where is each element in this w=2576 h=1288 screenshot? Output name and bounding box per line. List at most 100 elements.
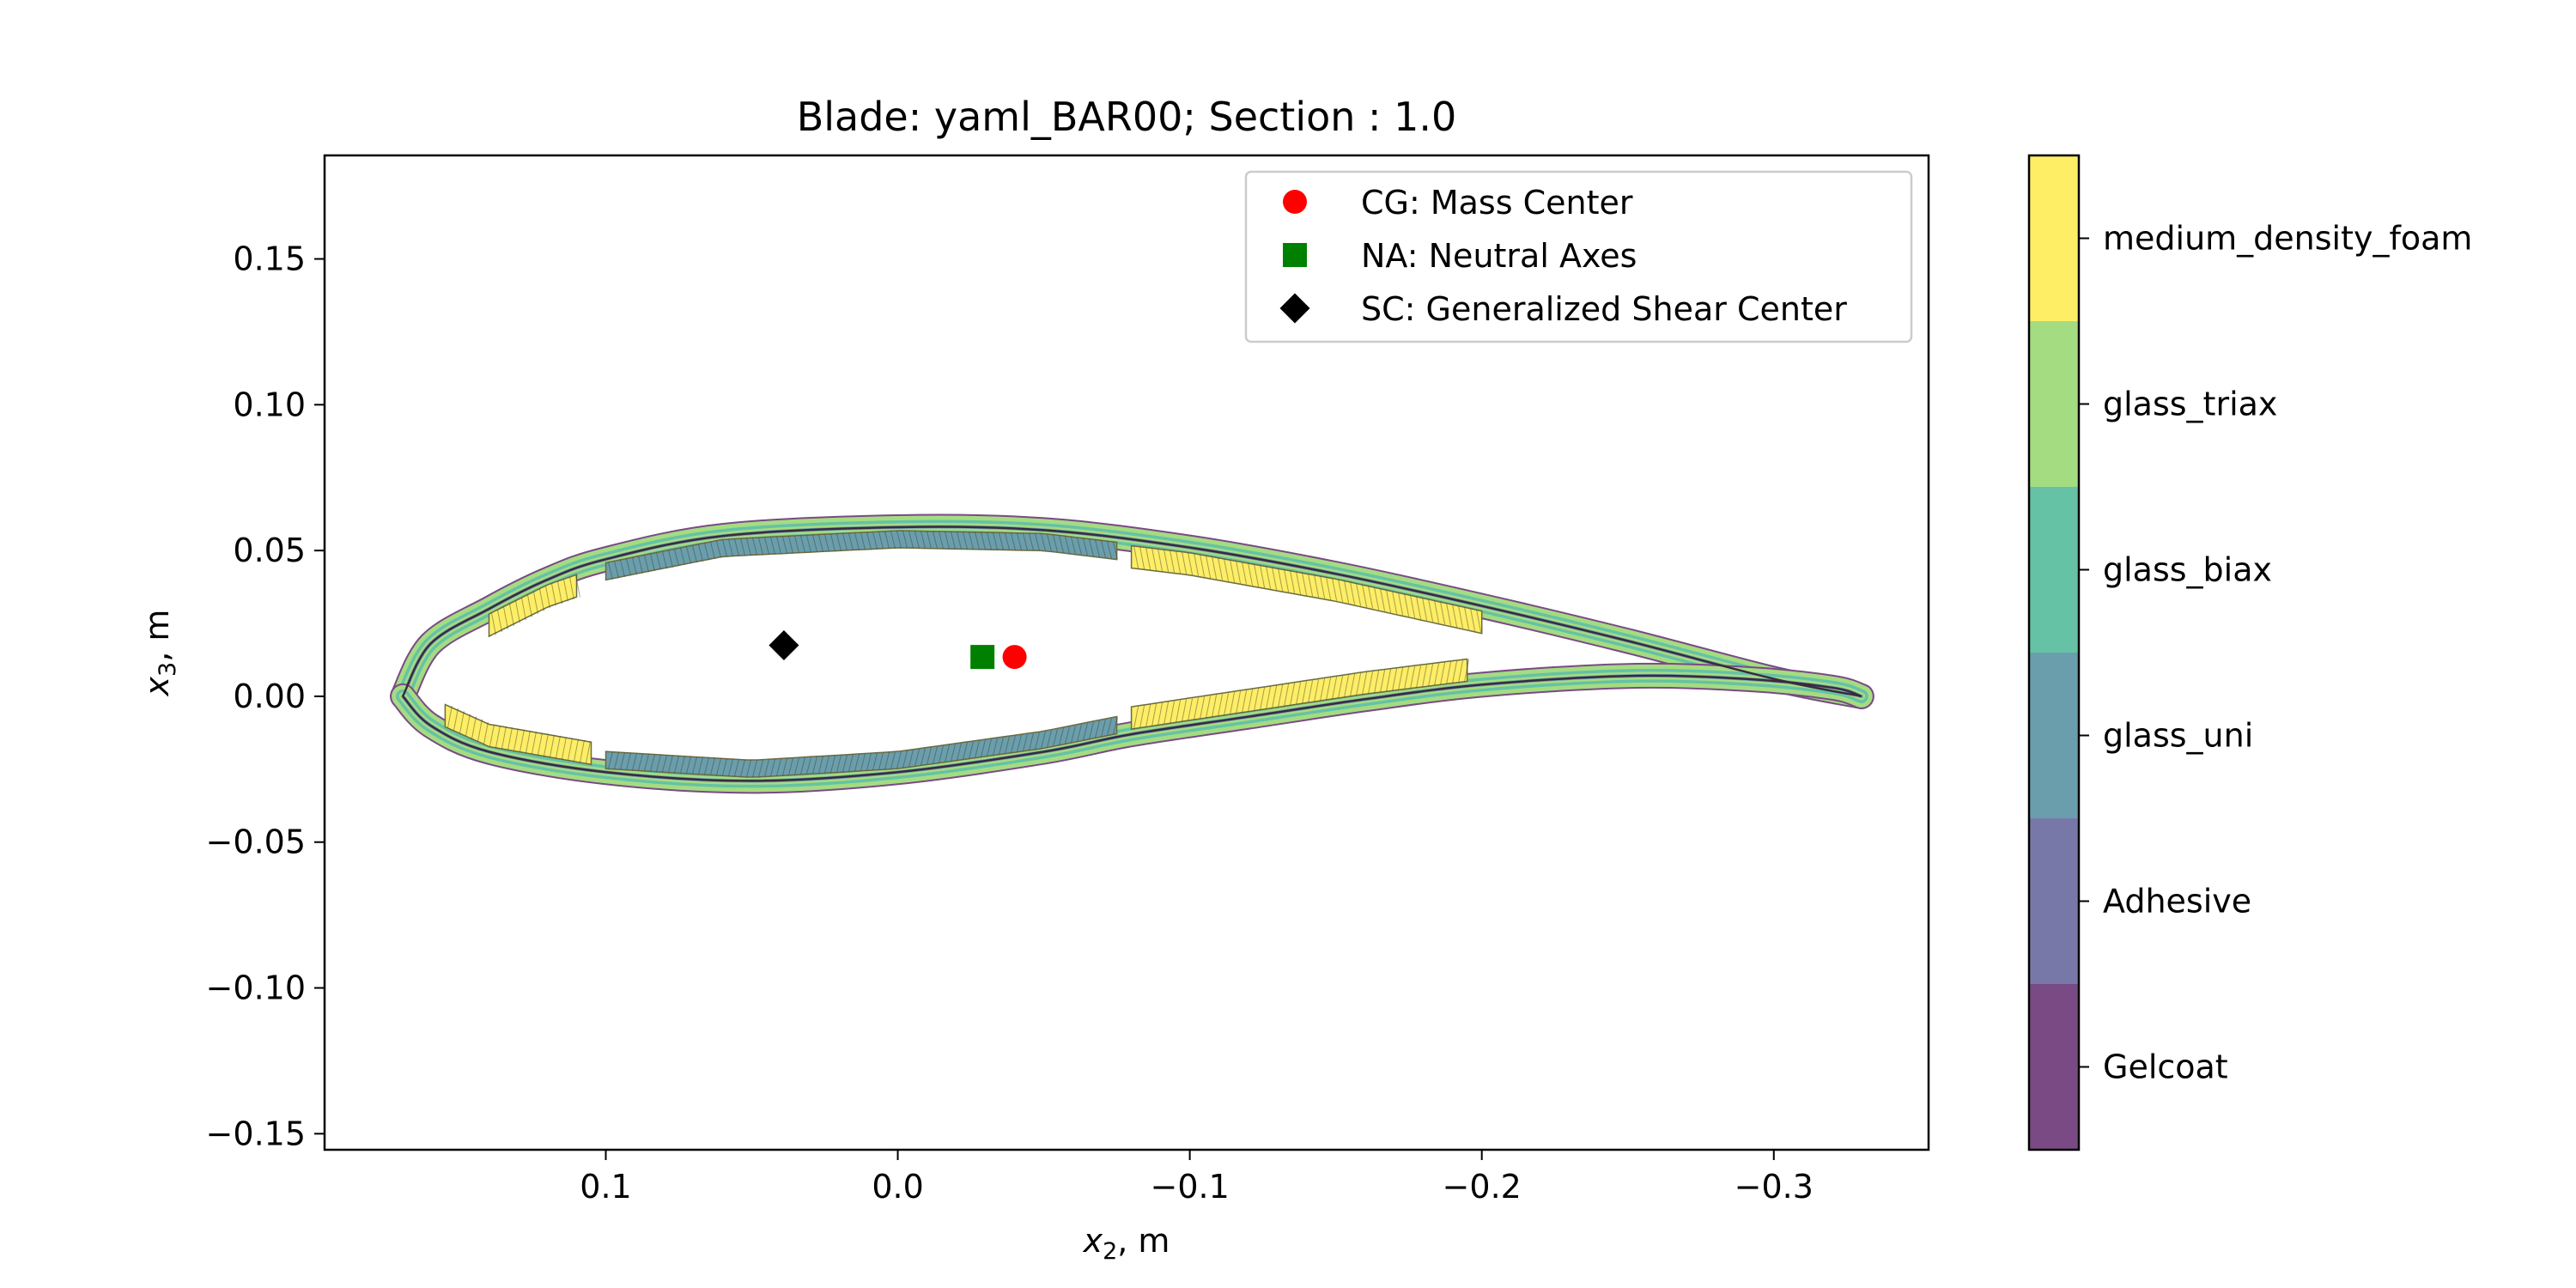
na-neutral-axes-point (970, 645, 995, 670)
colorbar-label: Gelcoat (2103, 1048, 2228, 1086)
mesh-line (1428, 664, 1434, 687)
colorbar-swatch-adhesive (2029, 818, 2079, 984)
mesh-line (1392, 668, 1398, 691)
x-tick-label: 0.0 (872, 1168, 923, 1206)
mesh-line (1107, 718, 1112, 736)
mesh-line (806, 535, 811, 553)
legend-box (1244, 170, 1913, 343)
mesh-line (999, 532, 1004, 550)
mesh-line (963, 532, 968, 550)
mesh-line (1434, 600, 1440, 623)
legend-entry-na-label: NA: Neutral Axes (1361, 237, 1637, 275)
mesh-line (1362, 585, 1368, 608)
mesh-line (483, 721, 489, 744)
y-tick-label: 0.05 (233, 532, 306, 569)
mesh-line (1133, 706, 1139, 729)
mesh-line (1404, 666, 1410, 690)
mesh-line (1230, 560, 1236, 583)
mesh-line (1157, 549, 1163, 572)
mesh-line (1458, 659, 1464, 683)
mesh-line (878, 752, 884, 770)
mesh-line (957, 532, 962, 550)
foam-panel-upper (1130, 544, 1483, 635)
mesh-line (1089, 538, 1094, 556)
mesh-line (662, 551, 667, 569)
mesh-line (1392, 591, 1398, 614)
mesh-line (1041, 533, 1046, 551)
mesh-line (884, 531, 890, 549)
mesh-line (550, 583, 556, 606)
mesh-line (1434, 663, 1440, 686)
mesh-line (878, 531, 884, 550)
mesh-line (722, 758, 727, 776)
mesh-line (1218, 557, 1224, 580)
mesh-line (1272, 685, 1278, 708)
data-points (769, 630, 1027, 670)
mesh-line (489, 724, 495, 747)
mesh-line (549, 734, 555, 757)
mesh-line (632, 752, 637, 771)
mesh-line (1145, 704, 1151, 727)
mesh-line (1200, 696, 1206, 720)
mesh-line (1458, 605, 1464, 629)
mesh-line (698, 544, 703, 562)
mesh-line (945, 531, 950, 550)
mesh-line (532, 592, 538, 615)
mesh-line (824, 534, 829, 552)
mesh-line (608, 751, 613, 769)
mesh-line (1446, 661, 1452, 684)
mesh-line (1314, 574, 1320, 598)
mesh-line (1296, 571, 1302, 595)
mesh-line (465, 714, 471, 737)
mesh-line (981, 739, 986, 757)
mesh-line (1242, 562, 1248, 585)
mesh-line (860, 532, 866, 550)
mesh-line (788, 536, 793, 554)
mesh-line (686, 546, 691, 564)
mesh-line (447, 705, 453, 728)
mesh-line (1284, 569, 1290, 592)
mesh-line (1254, 688, 1260, 711)
mesh-line (1380, 588, 1386, 611)
mesh-line (896, 751, 902, 769)
mesh-line (848, 754, 854, 772)
mesh-line (866, 753, 872, 771)
mesh-line (896, 530, 902, 549)
mesh-line (1176, 700, 1182, 723)
mesh-line (1029, 532, 1034, 551)
mesh-line (1452, 660, 1458, 683)
colorbar: Gelcoat Adhesive glass_uni glass_biax glass_… (2027, 154, 2472, 1151)
mesh-line (1139, 546, 1145, 569)
mesh-line (728, 538, 733, 556)
legend-entry-na: NA: Neutral Axes (1283, 237, 1637, 275)
mesh-line (686, 756, 691, 774)
legend-entry-sc-marker (1279, 293, 1310, 324)
mesh-line (1182, 551, 1188, 574)
mesh-line (957, 743, 962, 761)
mesh-line (1017, 734, 1022, 752)
mesh-line (939, 745, 944, 763)
mesh-line (1077, 724, 1082, 742)
x-tick-label: 0.1 (580, 1168, 631, 1206)
y-axis: 0.15 0.10 0.05 0.00 −0.05 −0.10 −0.15 (206, 240, 325, 1152)
mesh-line (806, 756, 811, 775)
mesh-line (1326, 577, 1332, 600)
colorbar-label: glass_triax (2103, 386, 2277, 423)
mesh-line (1188, 552, 1194, 575)
mesh-line (1176, 550, 1182, 574)
mesh-line (1410, 665, 1416, 689)
colorbar-swatch-glass-triax (2029, 321, 2079, 487)
mesh-line (614, 561, 619, 579)
mesh-line (1083, 538, 1088, 556)
mesh-line (1065, 726, 1070, 744)
mesh-line (1065, 536, 1070, 554)
mesh-line (1302, 681, 1308, 704)
mesh-line (1107, 541, 1112, 559)
mesh-line (1260, 687, 1266, 710)
mesh-line (854, 532, 860, 550)
mesh-line (734, 759, 739, 777)
mesh-line (830, 755, 835, 774)
mesh-line (1428, 598, 1434, 623)
mesh-line (674, 755, 679, 774)
mesh-line (1320, 575, 1326, 599)
